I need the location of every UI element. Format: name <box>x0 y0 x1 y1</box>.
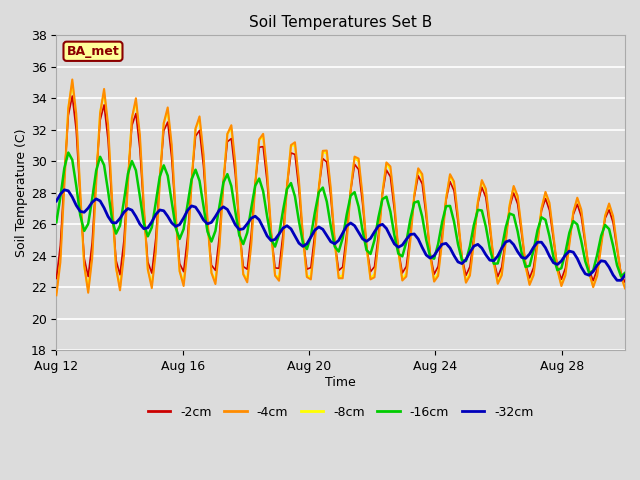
-32cm <box>52 198 60 204</box>
-8cm <box>96 109 104 115</box>
-16cm <box>232 209 239 215</box>
Y-axis label: Soil Temperature (C): Soil Temperature (C) <box>15 129 28 257</box>
-4cm <box>621 286 629 291</box>
-16cm <box>462 258 470 264</box>
Line: -4cm: -4cm <box>56 80 625 295</box>
-2cm <box>514 201 522 207</box>
-4cm <box>514 193 522 199</box>
-8cm <box>140 207 148 213</box>
-16cm <box>522 264 529 270</box>
-4cm <box>232 160 239 166</box>
Line: -32cm: -32cm <box>56 190 625 280</box>
-2cm <box>522 261 529 267</box>
-32cm <box>232 222 239 228</box>
X-axis label: Time: Time <box>325 376 356 389</box>
-16cm <box>621 270 629 276</box>
-8cm <box>621 284 629 290</box>
-8cm <box>522 264 529 270</box>
-8cm <box>232 165 239 171</box>
-16cm <box>96 154 104 160</box>
-32cm <box>617 277 625 283</box>
-16cm <box>140 221 148 227</box>
-2cm <box>68 93 76 99</box>
-2cm <box>96 118 104 123</box>
-2cm <box>621 279 629 285</box>
-32cm <box>96 198 104 204</box>
Line: -16cm: -16cm <box>56 153 625 276</box>
-4cm <box>522 263 529 269</box>
-32cm <box>522 255 529 261</box>
-8cm <box>514 196 522 202</box>
Title: Soil Temperatures Set B: Soil Temperatures Set B <box>249 15 432 30</box>
-32cm <box>621 272 629 278</box>
-32cm <box>140 226 148 232</box>
-32cm <box>61 187 68 192</box>
-2cm <box>462 273 470 278</box>
-32cm <box>462 257 470 263</box>
-4cm <box>52 292 60 298</box>
-8cm <box>52 289 60 295</box>
Legend: -2cm, -4cm, -8cm, -16cm, -32cm: -2cm, -4cm, -8cm, -16cm, -32cm <box>143 401 539 424</box>
-4cm <box>96 110 104 116</box>
-16cm <box>65 150 72 156</box>
Text: BA_met: BA_met <box>67 45 120 58</box>
-16cm <box>514 228 522 234</box>
-2cm <box>232 171 239 177</box>
-2cm <box>140 208 148 214</box>
-2cm <box>52 276 60 281</box>
-8cm <box>462 279 470 285</box>
-16cm <box>617 274 625 279</box>
-4cm <box>462 280 470 286</box>
-16cm <box>52 219 60 225</box>
-4cm <box>140 203 148 209</box>
Line: -8cm: -8cm <box>56 83 625 292</box>
-4cm <box>68 77 76 83</box>
-8cm <box>68 80 76 86</box>
-32cm <box>514 249 522 254</box>
Line: -2cm: -2cm <box>56 96 625 282</box>
